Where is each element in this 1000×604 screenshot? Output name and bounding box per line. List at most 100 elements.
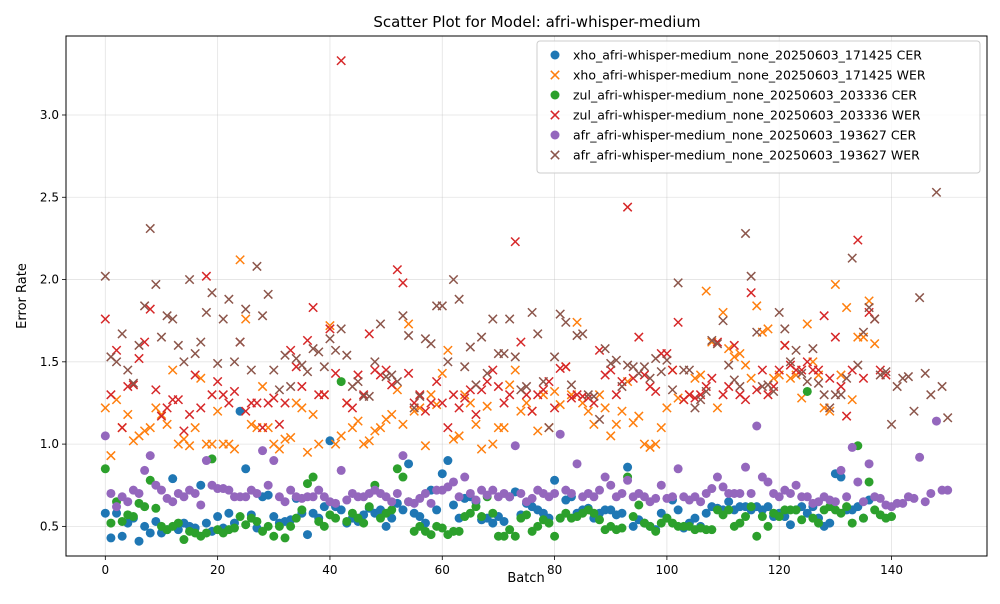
data-point (482, 401, 492, 411)
data-point (504, 380, 515, 390)
data-point (533, 426, 543, 436)
data-point (184, 274, 195, 285)
data-point (594, 345, 605, 356)
data-point (752, 531, 762, 541)
data-point (690, 393, 700, 403)
data-point (274, 419, 285, 430)
data-point (892, 381, 902, 392)
data-point (926, 390, 936, 400)
data-point (701, 508, 711, 518)
data-point (797, 515, 807, 525)
data-point (336, 505, 346, 515)
data-point (257, 422, 268, 433)
data-point (330, 368, 341, 379)
data-point (864, 302, 874, 313)
data-point (572, 459, 582, 469)
data-point (100, 314, 111, 324)
data-point (437, 301, 447, 311)
data-point (600, 403, 610, 413)
data-point (201, 271, 212, 281)
data-point (735, 348, 745, 359)
data-point (308, 302, 318, 313)
data-point (499, 398, 509, 408)
data-point (308, 492, 318, 502)
data-point (549, 403, 560, 413)
data-point (561, 362, 571, 372)
data-point (465, 342, 476, 352)
data-point (364, 391, 374, 402)
data-point (572, 330, 582, 341)
data-point (331, 498, 341, 508)
y-tick-label: 3.0 (40, 108, 59, 122)
legend-entry: zul_afri-whisper-medium_none_20250603_20… (550, 108, 921, 123)
data-point (774, 365, 784, 375)
x-tick-label: 100 (655, 563, 678, 577)
data-point (431, 399, 442, 410)
data-point (617, 406, 627, 416)
data-point (235, 512, 245, 522)
data-point (656, 480, 666, 490)
legend-marker (550, 110, 560, 120)
data-point (696, 497, 706, 507)
data-point (875, 493, 885, 503)
data-point (566, 488, 576, 498)
legend-marker (550, 150, 560, 160)
data-point (830, 497, 840, 507)
data-point (358, 390, 369, 400)
data-point (746, 287, 756, 298)
data-point (617, 381, 627, 392)
data-point (611, 419, 622, 430)
data-point (550, 475, 560, 485)
data-point (145, 422, 155, 433)
data-point (920, 368, 930, 379)
data-point (280, 533, 290, 543)
data-point (572, 317, 582, 328)
data-point (409, 403, 419, 413)
data-point (555, 399, 565, 410)
data-point (589, 391, 599, 402)
data-point (471, 502, 481, 512)
data-point (757, 365, 768, 375)
legend-label: xho_afri-whisper-medium_none_20250603_17… (573, 68, 926, 83)
data-point (201, 307, 212, 318)
series-4 (100, 416, 953, 512)
data-point (111, 357, 122, 367)
data-point (229, 523, 239, 533)
data-point (488, 485, 498, 495)
data-point (662, 403, 672, 413)
data-point (785, 488, 795, 498)
data-point (499, 531, 509, 541)
data-point (325, 436, 335, 446)
data-point (735, 488, 745, 498)
data-point (145, 304, 155, 314)
data-point (538, 385, 549, 395)
data-point (167, 365, 178, 375)
data-point (196, 403, 206, 413)
data-point (841, 302, 852, 313)
data-point (735, 381, 745, 392)
data-point (106, 450, 116, 461)
data-point (634, 411, 644, 421)
data-point (100, 464, 110, 474)
data-point (740, 394, 751, 405)
data-point (123, 497, 133, 507)
data-point (842, 502, 852, 512)
data-point (179, 426, 189, 436)
data-point (746, 373, 756, 384)
data-point (898, 498, 908, 508)
data-point (634, 500, 644, 510)
legend-entry: afr_afri-whisper-medium_none_20250603_19… (550, 128, 916, 143)
data-point (336, 55, 346, 66)
data-point (864, 477, 874, 487)
data-point (443, 422, 453, 433)
data-point (184, 409, 195, 420)
data-point (308, 472, 318, 482)
data-point (729, 340, 740, 351)
data-point (168, 474, 178, 484)
data-point (628, 521, 638, 531)
data-point (448, 477, 458, 487)
data-point (240, 406, 251, 416)
data-point (780, 324, 790, 334)
data-point (336, 324, 346, 334)
data-point (533, 329, 543, 339)
